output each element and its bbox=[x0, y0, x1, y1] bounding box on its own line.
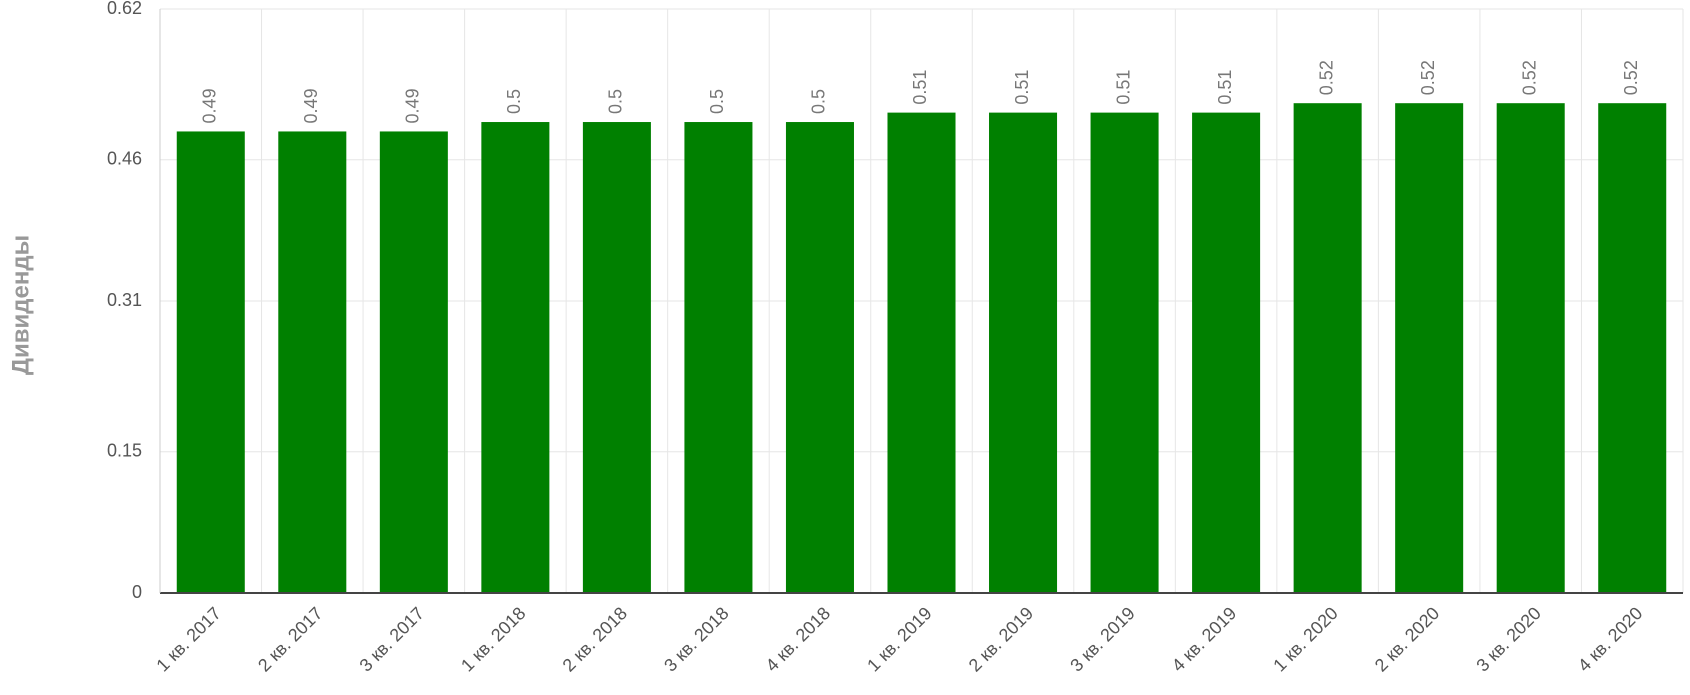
y-tick-label: 0.46 bbox=[107, 148, 142, 168]
value-label: 0.49 bbox=[403, 88, 423, 123]
bar bbox=[785, 122, 854, 593]
x-tick-label: 3 кв. 2019 bbox=[1066, 603, 1138, 675]
y-tick-label: 0.62 bbox=[107, 0, 142, 18]
bar bbox=[887, 112, 956, 593]
bar bbox=[1395, 103, 1464, 594]
x-tick-label: 1 кв. 2017 bbox=[152, 603, 224, 675]
bar bbox=[176, 131, 245, 594]
value-label: 0.52 bbox=[1418, 60, 1438, 95]
value-label: 0.49 bbox=[301, 88, 321, 123]
value-label: 0.51 bbox=[910, 70, 930, 105]
bar bbox=[989, 112, 1058, 593]
bar bbox=[379, 131, 448, 594]
value-label: 0.5 bbox=[809, 89, 829, 114]
value-label: 0.52 bbox=[1519, 60, 1539, 95]
y-tick-label: 0.15 bbox=[107, 440, 142, 460]
x-tick-label: 3 кв. 2020 bbox=[1472, 603, 1544, 675]
y-tick-label: 0 bbox=[132, 582, 142, 602]
value-label: 0.49 bbox=[200, 88, 220, 123]
y-axis-label: Дивиденды bbox=[7, 235, 34, 375]
x-tick-label: 3 кв. 2017 bbox=[356, 603, 428, 675]
bar bbox=[1293, 103, 1362, 594]
bar bbox=[582, 122, 651, 593]
value-label: 0.5 bbox=[504, 89, 524, 114]
value-label: 0.51 bbox=[1215, 70, 1235, 105]
x-tick-label: 2 кв. 2018 bbox=[559, 603, 631, 675]
value-label: 0.51 bbox=[1113, 70, 1133, 105]
bar bbox=[684, 122, 753, 593]
x-tick-label: 3 кв. 2018 bbox=[660, 603, 732, 675]
x-tick-label: 2 кв. 2017 bbox=[254, 603, 326, 675]
bar bbox=[1496, 103, 1565, 594]
value-label: 0.5 bbox=[606, 89, 626, 114]
x-tick-label: 1 кв. 2019 bbox=[863, 603, 935, 675]
x-tick-label: 4 кв. 2019 bbox=[1168, 603, 1240, 675]
value-label: 0.52 bbox=[1316, 60, 1336, 95]
value-label: 0.5 bbox=[707, 89, 727, 114]
x-tick-label: 1 кв. 2020 bbox=[1269, 603, 1341, 675]
x-tick-label: 4 кв. 2020 bbox=[1574, 603, 1646, 675]
value-label: 0.52 bbox=[1621, 60, 1641, 95]
y-tick-label: 0.31 bbox=[107, 290, 142, 310]
x-tick-label: 4 кв. 2018 bbox=[762, 603, 834, 675]
bar bbox=[278, 131, 347, 594]
bar bbox=[1090, 112, 1159, 593]
bar bbox=[1598, 103, 1667, 594]
x-tick-label: 2 кв. 2020 bbox=[1371, 603, 1443, 675]
bar bbox=[481, 122, 550, 593]
x-tick-label: 1 кв. 2018 bbox=[457, 603, 529, 675]
value-label: 0.51 bbox=[1012, 70, 1032, 105]
x-tick-label: 2 кв. 2019 bbox=[965, 603, 1037, 675]
bar bbox=[1192, 112, 1261, 593]
